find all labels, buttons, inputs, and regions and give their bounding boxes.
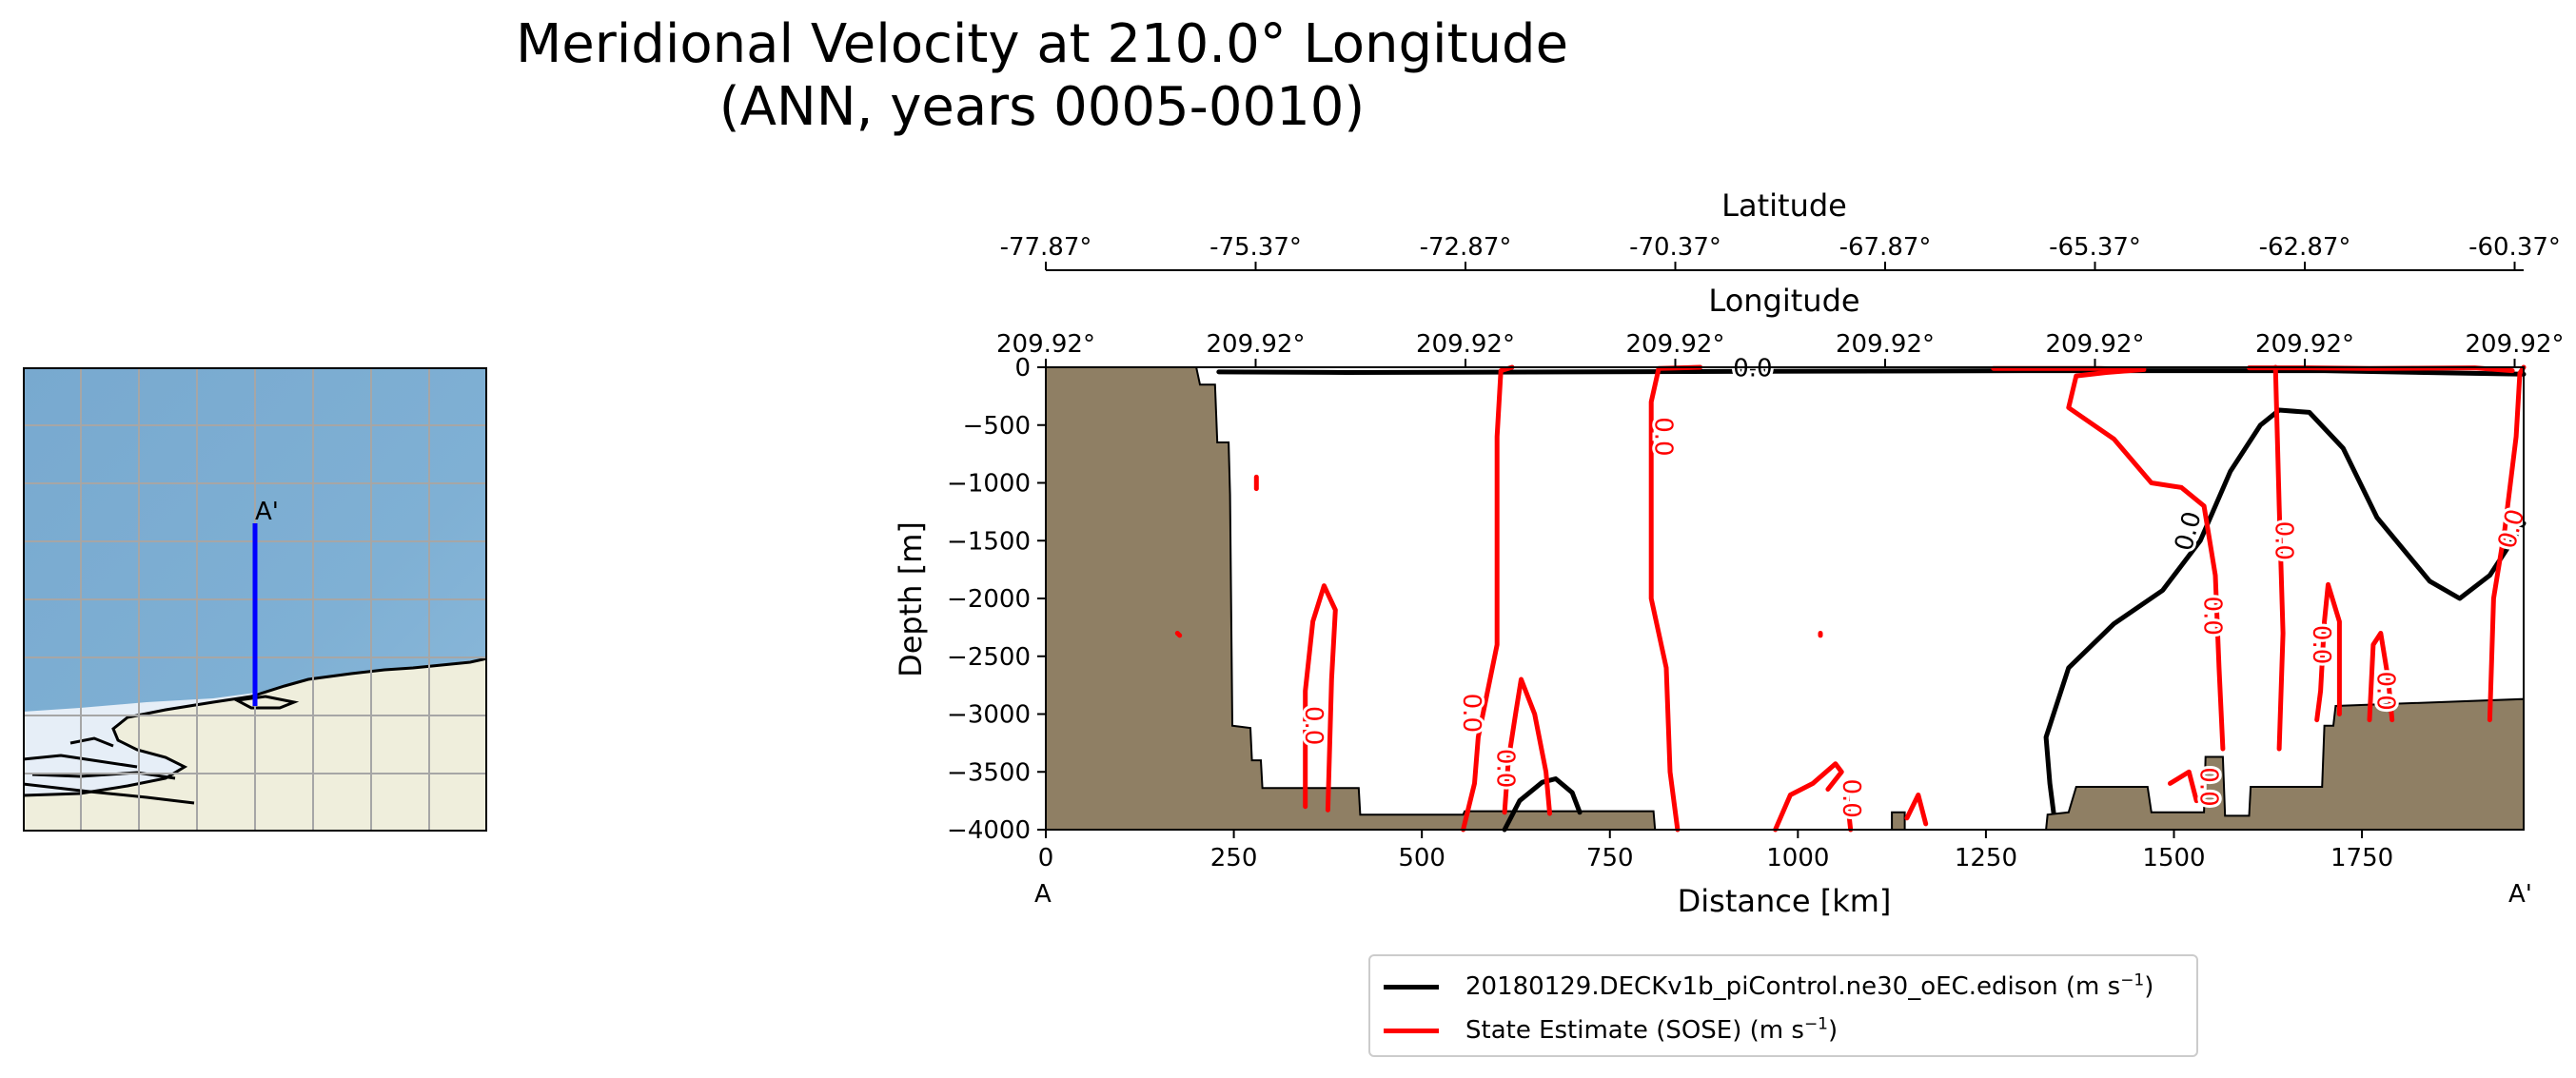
longitude-tick-label: 209.92° — [996, 330, 1095, 359]
contour-line-sose — [1904, 793, 1929, 827]
y-tick-label: 0 — [1014, 354, 1031, 382]
chart-title-line-1: Meridional Velocity at 210.0° Longitude — [515, 13, 1569, 75]
contour-line-sose — [2487, 364, 2527, 723]
contour-line-model — [1216, 368, 2527, 377]
longitude-tick-label: 209.92° — [1416, 330, 1515, 359]
x-endpoint-label-a-prime: A' — [2508, 880, 2532, 909]
map-gridlines — [23, 367, 487, 832]
contour-label-sose: 0.0 — [1837, 778, 1865, 817]
longitude-tick-label: 209.92° — [2255, 330, 2354, 359]
x-endpoint-label-a: A — [1034, 880, 1052, 909]
contour-label-sose: 0.0 — [2194, 767, 2223, 806]
x-tick-label: 1750 — [2330, 844, 2393, 872]
contour-line-sose — [1502, 676, 1552, 816]
contour-line-sose — [1991, 365, 2226, 752]
legend-swatch-sose — [1384, 1028, 1439, 1033]
longitude-axis-label: Longitude — [1708, 283, 1859, 319]
legend-label-sose: State Estimate (SOSE) (m s−1) — [1465, 1014, 1839, 1045]
contour-line-sose — [2272, 364, 2286, 752]
contour-label-model: 0.0 — [1733, 354, 1772, 382]
contour-line-sose — [1844, 793, 1854, 833]
y-tick-label: −3000 — [947, 701, 1031, 730]
x-axis: 0 250 500 750 1000 1250 1500 1750 — [1038, 830, 2393, 872]
x-tick-label: 1500 — [2142, 844, 2205, 872]
contour-label-sose: 0.0 — [1457, 694, 1485, 733]
latitude-tick-label: -60.37° — [2468, 233, 2561, 262]
y-tick-label: −4000 — [947, 816, 1031, 845]
longitude-tick-label: 209.92° — [2046, 330, 2145, 359]
latitude-axis: -77.87° -75.37° -72.87° -70.37° -67.87° -65.3… — [1000, 233, 2561, 271]
contour-label-sose: 0.0 — [2370, 672, 2399, 711]
x-tick-label: 1000 — [1766, 844, 1829, 872]
y-tick-label: −3500 — [947, 758, 1031, 787]
latitude-tick-label: -65.37° — [2049, 233, 2141, 262]
contour-line-sose — [1174, 631, 1183, 638]
contour-line-sose — [1303, 583, 1338, 813]
y-tick-label: −1000 — [947, 470, 1031, 499]
longitude-tick-label: 209.92° — [1836, 330, 1935, 359]
x-tick-label: 500 — [1398, 844, 1445, 872]
latitude-tick-label: -62.87° — [2259, 233, 2351, 262]
contour-label-sose: 0.0 — [2197, 597, 2226, 636]
x-tick-label: 250 — [1210, 844, 1258, 872]
contour-label-sose: 0.0 — [2493, 506, 2531, 552]
latitude-tick-label: -72.87° — [1420, 233, 1512, 262]
inset-map: A' — [23, 367, 487, 832]
longitude-tick-label: 209.92° — [1626, 330, 1725, 359]
x-tick-label: 1250 — [1955, 844, 2017, 872]
contour-line-model — [2043, 407, 2527, 815]
x-tick-label: 0 — [1038, 844, 1054, 872]
map-frame — [23, 367, 487, 832]
y-axis-label: Depth [m] — [893, 521, 929, 677]
bathymetry-ridge — [1891, 811, 1906, 831]
map-label-a-prime: A' — [255, 498, 279, 526]
y-tick-label: −500 — [963, 412, 1031, 441]
latitude-tick-label: -67.87° — [1839, 233, 1932, 262]
contour-label-sose: 0.0 — [2307, 625, 2335, 664]
longitude-tick-label: 209.92° — [1207, 330, 1306, 359]
chart-title-line-2: (ANN, years 0005-0010) — [718, 76, 1366, 138]
contour-label-model: 0.0 — [2170, 509, 2208, 555]
latitude-tick-label: -77.87° — [1000, 233, 1092, 262]
longitude-axis: 209.92° 209.92° 209.92° 209.92° 209.92° 209.9… — [996, 330, 2565, 368]
y-tick-label: −2500 — [947, 643, 1031, 672]
contour-label-sose: 0.0 — [1299, 706, 1327, 745]
x-axis-label: Distance [km] — [1678, 883, 1892, 919]
bathymetry-shelf — [1045, 366, 1657, 831]
map-coastline-bay — [232, 695, 300, 710]
contour-label-sose: 0.0 — [2270, 521, 2298, 560]
x-tick-label: 750 — [1586, 844, 1634, 872]
contour-line-sose — [2168, 769, 2199, 804]
y-tick-label: −1500 — [947, 527, 1031, 556]
longitude-tick-label: 209.92° — [2466, 330, 2565, 359]
legend-label-model: 20180129.DECKv1b_piControl.ne30_oEC.edis… — [1465, 970, 2154, 1001]
contour-label-sose: 0.0 — [1491, 749, 1520, 788]
y-axis: 0 −500 −1000 −1500 −2000 −2500 −3000 −3500 −4000 — [947, 354, 1046, 845]
legend-entry-model: 20180129.DECKv1b_piControl.ne30_oEC.edis… — [1370, 966, 2153, 1008]
contour-line-sose — [1461, 364, 1515, 833]
contour-line-sose — [1648, 364, 1703, 833]
legend-swatch-model — [1384, 984, 1439, 990]
contour-label-sose: 0.0 — [1649, 417, 1678, 456]
contour-line-sose — [2367, 631, 2395, 723]
latitude-tick-label: -70.37° — [1629, 233, 1721, 262]
legend-entry-sose: State Estimate (SOSE) (m s−1) — [1370, 1009, 1838, 1051]
contour-line-sose — [1773, 761, 1844, 833]
bathymetry-ridge — [2044, 697, 2525, 831]
plot-frame — [1045, 366, 2525, 831]
bathymetry-layer — [1045, 366, 2525, 831]
legend: 20180129.DECKv1b_piControl.ne30_oEC.edis… — [1368, 954, 2198, 1057]
contour-layer: 0.00.00.00.0 0.00.00.00.00.00.00.00.00.0 — [1174, 351, 2533, 833]
latitude-axis-label: Latitude — [1721, 187, 1847, 224]
y-tick-label: −2000 — [947, 585, 1031, 614]
latitude-tick-label: -75.37° — [1209, 233, 1302, 262]
contour-line-sose — [2314, 581, 2342, 723]
